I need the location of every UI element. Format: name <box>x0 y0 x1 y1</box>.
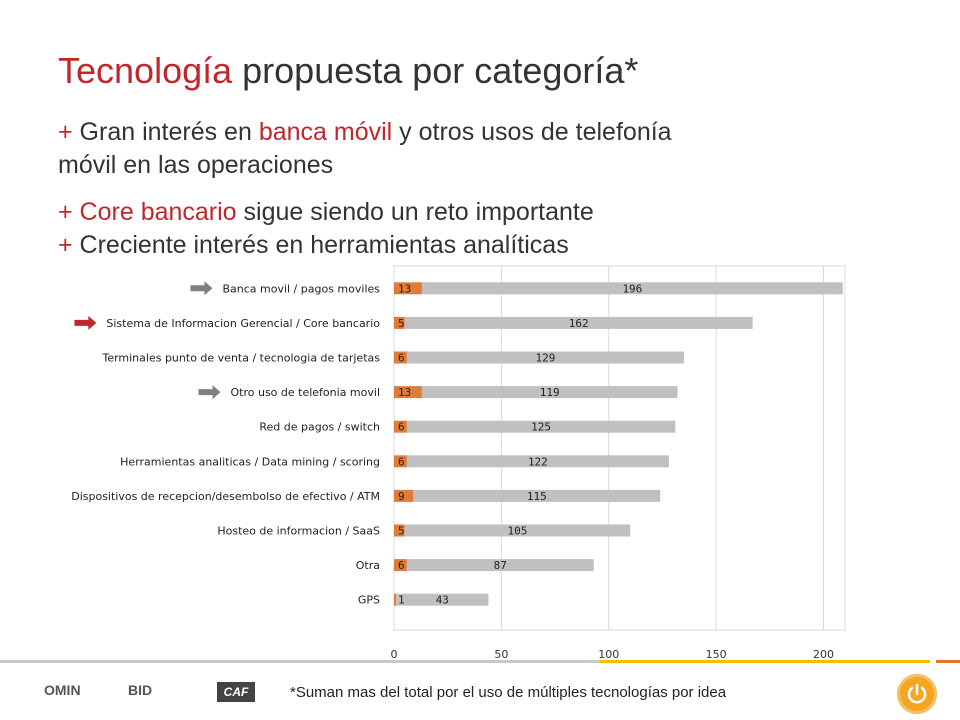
data-label: 6 <box>398 455 405 468</box>
data-label: 122 <box>528 455 548 468</box>
bullet-mobile-banking: + Gran interés en banca móvil y otros us… <box>58 116 672 182</box>
category-label: Herramientas analiticas / Data mining / … <box>120 455 380 468</box>
bar-segment-orange <box>394 386 422 399</box>
bar-segment-gray <box>396 593 489 606</box>
bar-segment-gray <box>421 282 843 295</box>
bar-segment-gray <box>404 316 753 329</box>
bar-segment-orange <box>394 489 414 502</box>
category-label: GPS <box>358 594 380 607</box>
x-tick-label: 200 <box>813 648 834 661</box>
data-label: 1 <box>398 594 405 607</box>
power-icon[interactable] <box>897 674 937 714</box>
bullet-plus: + <box>58 231 73 259</box>
data-label: 87 <box>494 559 507 572</box>
data-label: 6 <box>398 352 405 365</box>
data-label: 6 <box>398 559 405 572</box>
x-tick-label: 150 <box>706 648 727 661</box>
bar-segment-gray <box>421 386 678 399</box>
category-label: Otra <box>356 559 380 572</box>
bar-segment-gray <box>413 489 661 502</box>
category-label: Sistema de Informacion Gerencial / Core … <box>106 317 380 330</box>
footer-divider-yellow <box>600 660 930 663</box>
footnote: *Suman mas del total por el uso de múlti… <box>290 684 727 701</box>
category-label: Otro uso de telefonia movil <box>231 386 381 399</box>
bid-logo: BID <box>128 682 153 698</box>
bullet-plus: + <box>58 198 73 226</box>
data-label: 43 <box>436 594 449 607</box>
data-label: 125 <box>531 421 551 434</box>
data-label: 13 <box>398 282 411 295</box>
arrow-icon <box>198 385 221 400</box>
bullet-highlight: Core bancario <box>72 198 237 226</box>
bar-segment-gray <box>406 420 676 433</box>
bullet-text: Creciente interés en herramientas analít… <box>72 231 569 259</box>
bar-segment-gray <box>406 351 684 364</box>
bar-segment-orange <box>394 455 407 468</box>
category-label: Dispositivos de recepcion/desembolso de … <box>71 490 380 503</box>
title-highlight: Tecnología <box>58 50 233 91</box>
bar-segment-orange <box>394 316 405 329</box>
category-label: Banca movil / pagos moviles <box>222 282 380 295</box>
footer-divider-gray <box>0 660 600 663</box>
data-label: 6 <box>398 421 405 434</box>
bar-segment-gray <box>406 455 669 468</box>
x-tick-label: 50 <box>494 648 508 661</box>
bullet-text: sigue siendo un reto importante <box>236 198 594 226</box>
x-tick-label: 0 <box>391 648 398 661</box>
arrow-icon <box>190 281 213 296</box>
arrow-icon <box>74 315 97 330</box>
bar-segment-orange <box>394 559 407 572</box>
bar-segment-orange <box>394 420 407 433</box>
bullet-text-line2: móvil en las operaciones <box>58 151 334 179</box>
caf-logo: CAF <box>217 682 255 702</box>
data-label: 162 <box>569 317 589 330</box>
data-label: 5 <box>398 525 405 538</box>
bar-segment-orange <box>394 593 397 606</box>
bar-segment-orange <box>394 524 405 537</box>
title-rest: propuesta por categoría* <box>232 50 639 91</box>
bullet-text: y otros usos de telefonía <box>392 118 672 146</box>
category-label: Hosteo de informacion / SaaS <box>217 525 380 538</box>
data-label: 119 <box>540 386 560 399</box>
category-label: Red de pagos / switch <box>259 421 380 434</box>
bar-segment-gray <box>404 524 631 537</box>
x-tick-label: 100 <box>598 648 619 661</box>
bar-segment-gray <box>406 559 594 572</box>
bullet-core-banking: + Core bancario sigue siendo un reto imp… <box>58 196 594 229</box>
data-label: 5 <box>398 317 405 330</box>
page-title: Tecnología propuesta por categoría* <box>58 50 638 92</box>
bullet-analytics: + Creciente interés en herramientas anal… <box>58 229 569 262</box>
footer-divider-orange <box>936 660 960 663</box>
data-label: 105 <box>508 525 528 538</box>
bullet-text: Gran interés en <box>72 118 259 146</box>
data-label: 13 <box>398 386 411 399</box>
bullet-plus: + <box>58 118 73 146</box>
bullet-highlight: banca móvil <box>258 118 393 146</box>
bar-segment-orange <box>394 282 422 295</box>
omin-logo: OMIN <box>44 682 81 698</box>
data-label: 129 <box>535 352 555 365</box>
category-label: Terminales punto de venta / tecnologia d… <box>101 352 380 365</box>
data-label: 9 <box>398 490 405 503</box>
data-label: 196 <box>622 282 642 295</box>
data-label: 115 <box>527 490 547 503</box>
bar-segment-orange <box>394 351 407 364</box>
